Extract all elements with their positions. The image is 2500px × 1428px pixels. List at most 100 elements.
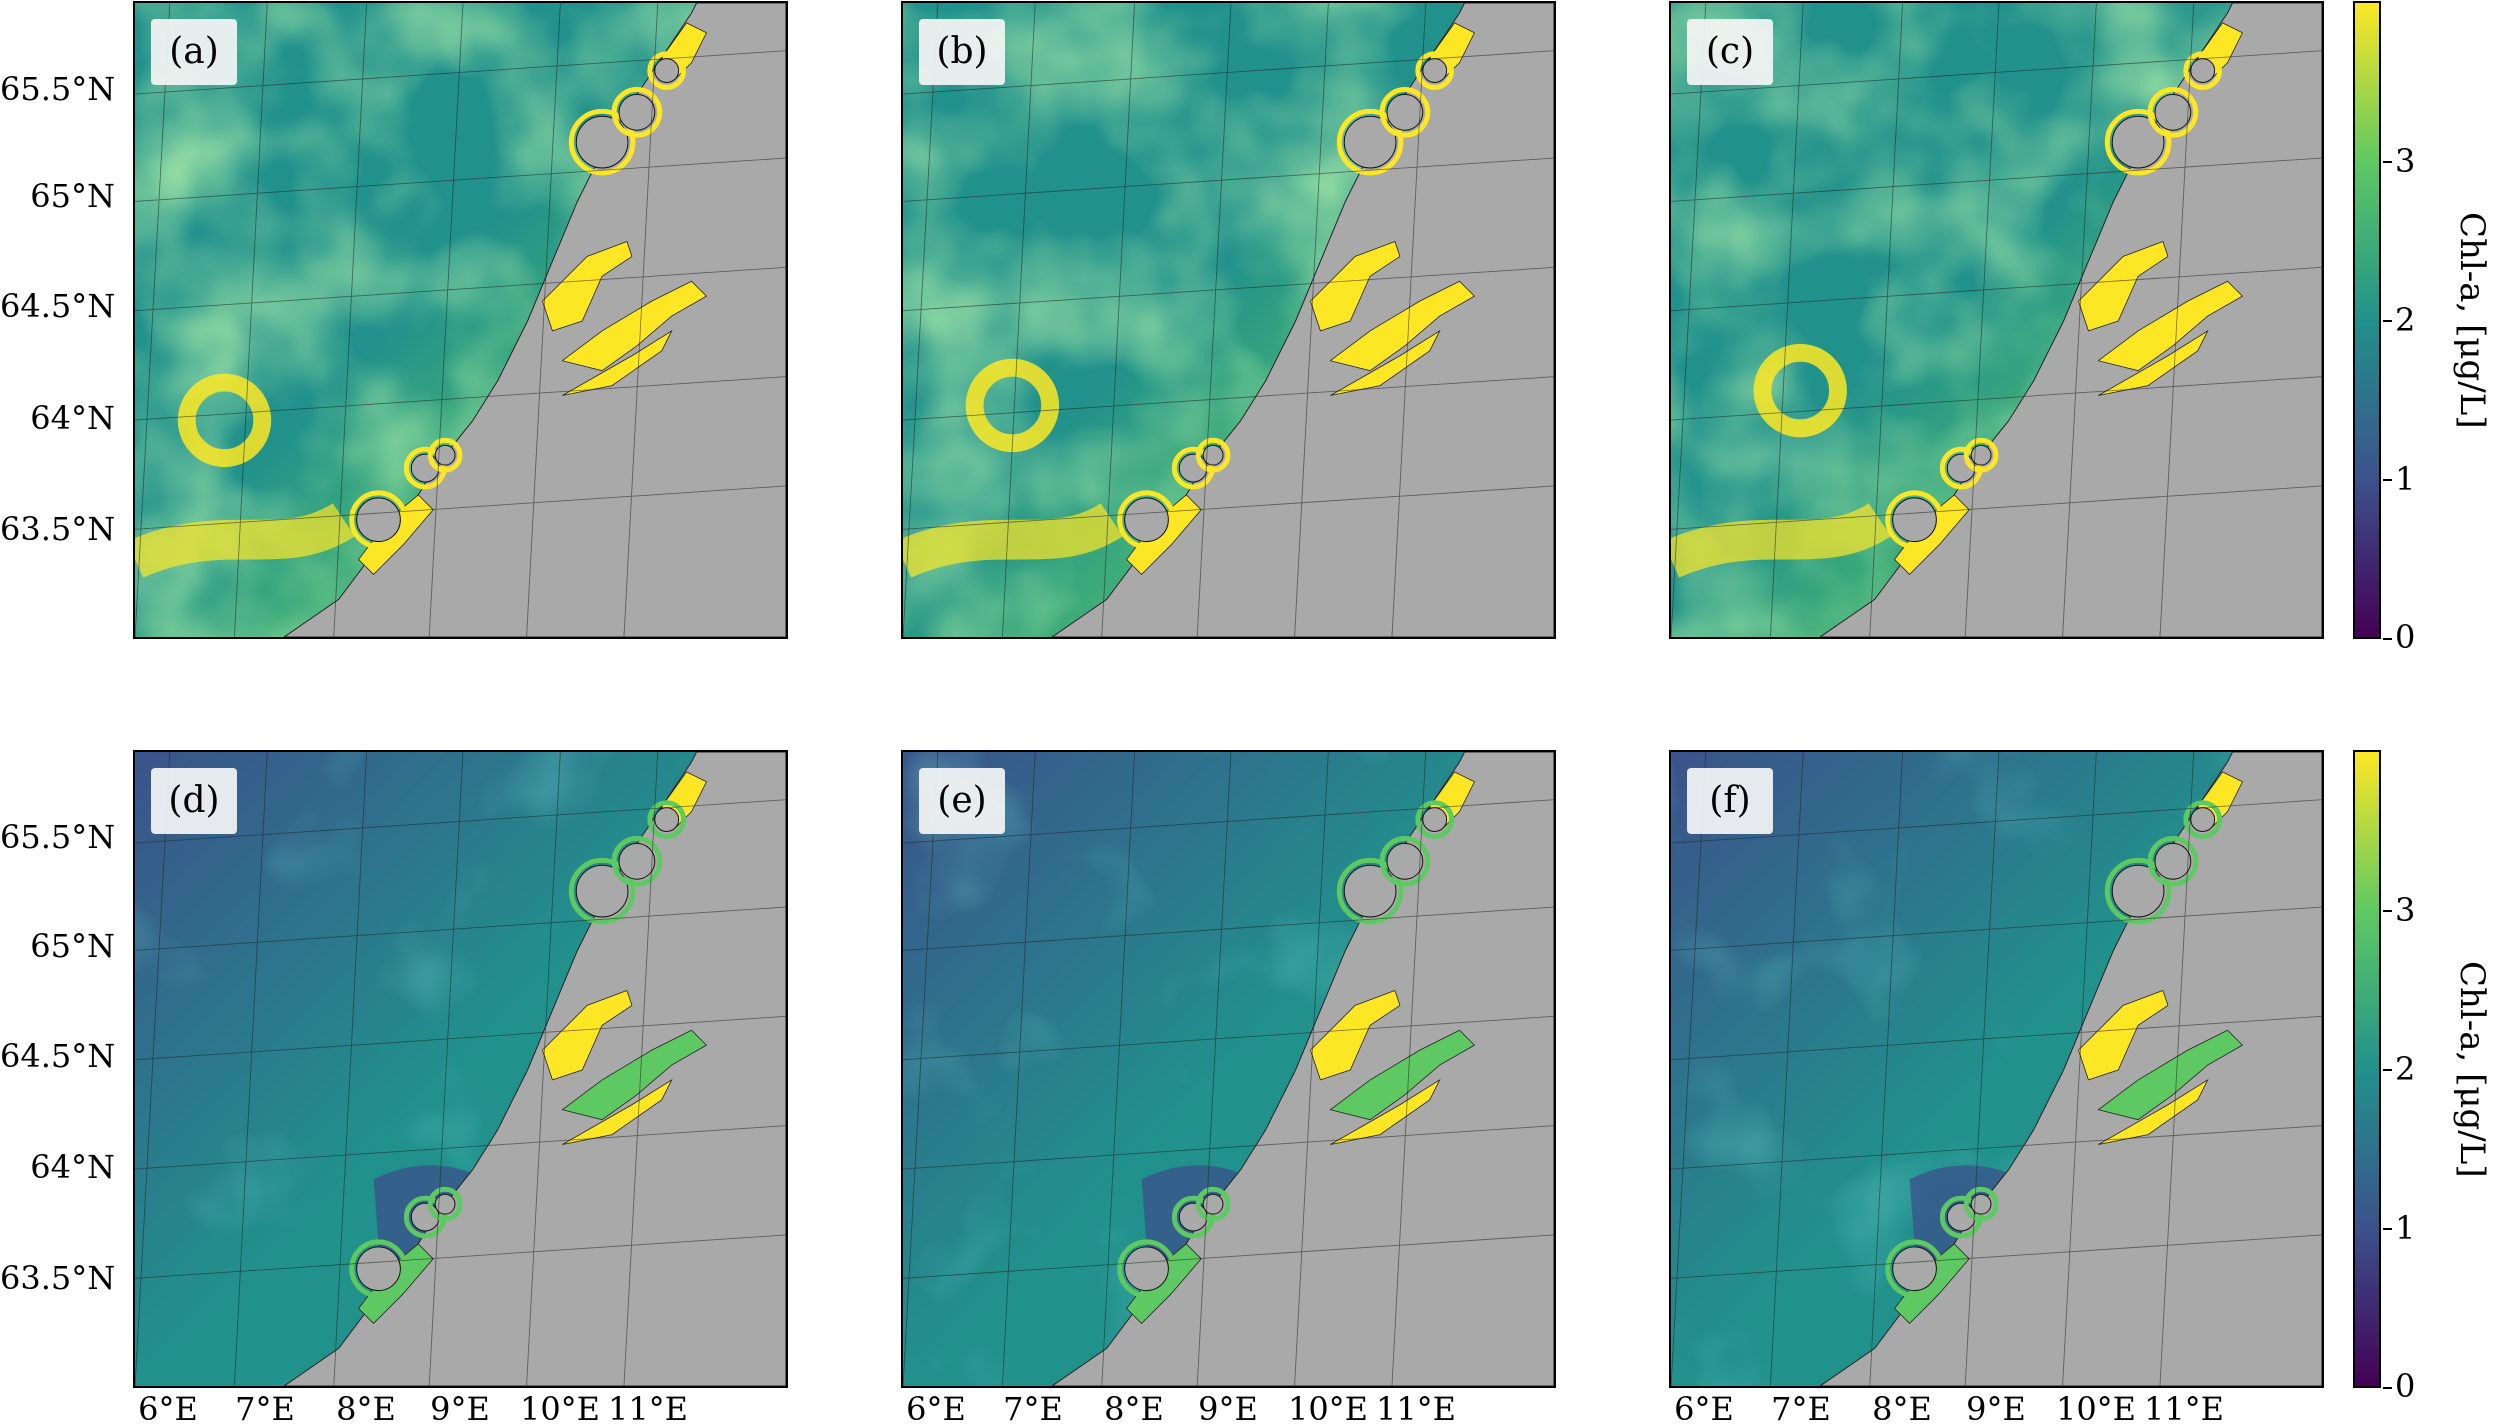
panel-label-a: (a) <box>151 19 237 85</box>
meridian-line <box>1001 3 1036 637</box>
parallel-line <box>1671 266 2322 312</box>
meridian-line <box>1964 752 2000 1386</box>
island-shore <box>2147 86 2199 138</box>
coastal-bloom <box>903 502 1123 578</box>
fjord <box>2097 1029 2244 1121</box>
lat-label: 64.5°N <box>0 1037 116 1075</box>
lat-label: 64°N <box>30 399 115 437</box>
island-shore <box>1963 1186 1999 1222</box>
colorbar-tick-label: 2 <box>2395 301 2416 339</box>
parallel-line <box>1671 485 2322 530</box>
island-shore <box>2183 51 2223 90</box>
parallel-line <box>903 376 1554 421</box>
colorbar-bottom <box>2353 750 2392 1389</box>
fjord <box>561 280 708 372</box>
meridian-line <box>1294 752 1329 1386</box>
meridian-line <box>233 752 268 1386</box>
island <box>618 842 656 880</box>
map-panel-b: (b) <box>901 1 1556 639</box>
eddy-ring <box>1753 343 1847 438</box>
island <box>1202 444 1224 466</box>
island-shore <box>1195 1186 1231 1222</box>
lon-label: 9°E <box>1198 1390 1258 1428</box>
meridian-line <box>2062 3 2097 637</box>
island-shore <box>1379 86 1431 138</box>
meridian-line <box>135 752 171 1386</box>
parallel-line <box>903 906 1554 951</box>
island <box>1422 807 1448 832</box>
parallel-line <box>1671 157 2322 202</box>
island-shore <box>427 437 463 473</box>
parallel-line <box>903 485 1554 530</box>
island <box>1124 1246 1169 1292</box>
island-shore <box>568 857 636 925</box>
meridian-line <box>233 3 268 637</box>
colorbar-tick <box>2383 1228 2392 1230</box>
island-shore <box>611 835 663 887</box>
lat-label: 64.5°N <box>0 287 116 325</box>
island-shore <box>427 1186 463 1222</box>
map-canvas-d <box>135 752 786 1386</box>
island-shore <box>647 800 687 839</box>
lon-label: 9°E <box>1966 1390 2026 1428</box>
fjord <box>561 1029 708 1121</box>
island-shore <box>1195 437 1231 473</box>
lat-label: 65.5°N <box>0 70 116 108</box>
fjord <box>562 329 673 396</box>
meridian-line <box>1101 3 1136 637</box>
parallel-line <box>135 376 786 421</box>
island-shore <box>2104 108 2172 176</box>
meridian-line <box>1196 3 1232 637</box>
lon-label: 11°E <box>2143 1390 2225 1428</box>
island <box>1970 1193 1992 1215</box>
island <box>654 807 680 832</box>
lon-label: 7°E <box>1003 1390 1063 1428</box>
map-panel-a: (a) <box>133 1 788 639</box>
fjord <box>562 1078 673 1145</box>
fjord <box>1310 240 1401 332</box>
fjord <box>542 989 633 1081</box>
island-shore <box>2104 857 2172 925</box>
fjord <box>1329 1029 1476 1121</box>
colorbar-tick <box>2383 161 2392 163</box>
meridian-line <box>1391 3 1427 637</box>
lon-label: 9°E <box>430 1390 490 1428</box>
parallel-line <box>903 266 1554 312</box>
island <box>618 93 656 131</box>
parallel-line <box>135 485 786 530</box>
meridian-line <box>428 752 464 1386</box>
fjord <box>2098 1078 2209 1145</box>
colorbar-title: Chl-a, [μg/L] <box>2452 212 2492 429</box>
island <box>2190 807 2216 832</box>
parallel-line <box>1671 1015 2322 1061</box>
meridian-line <box>1769 3 1804 637</box>
meridian-line <box>333 752 368 1386</box>
map-canvas-c <box>1671 3 2322 637</box>
colorbar-tick-label: 0 <box>2395 618 2416 656</box>
island-shore <box>349 490 408 550</box>
map-canvas-f <box>1671 752 2322 1386</box>
island-shore <box>647 51 687 90</box>
lon-label: 11°E <box>607 1390 689 1428</box>
lon-label: 6°E <box>1674 1390 1734 1428</box>
island <box>654 58 680 83</box>
lon-label: 11°E <box>1375 1390 1457 1428</box>
lon-label: 10°E <box>519 1390 601 1428</box>
graticule <box>903 3 1554 637</box>
island <box>1422 58 1448 83</box>
graticule <box>135 3 786 637</box>
meridian-line <box>1869 3 1904 637</box>
colorbar-tick-label: 1 <box>2395 460 2416 498</box>
parallel-line <box>903 799 1554 844</box>
lat-label: 65.5°N <box>0 818 116 856</box>
lon-label: 6°E <box>138 1390 198 1428</box>
island <box>1892 1246 1937 1292</box>
island <box>2154 93 2192 131</box>
lon-label: 8°E <box>1872 1390 1932 1428</box>
panel-label-c: (c) <box>1687 19 1773 85</box>
colorbar-tick <box>2383 1069 2392 1071</box>
island <box>2111 115 2165 169</box>
parallel-line <box>135 1015 786 1061</box>
parallel-line <box>1671 376 2322 421</box>
colorbar-tick <box>2383 910 2392 912</box>
